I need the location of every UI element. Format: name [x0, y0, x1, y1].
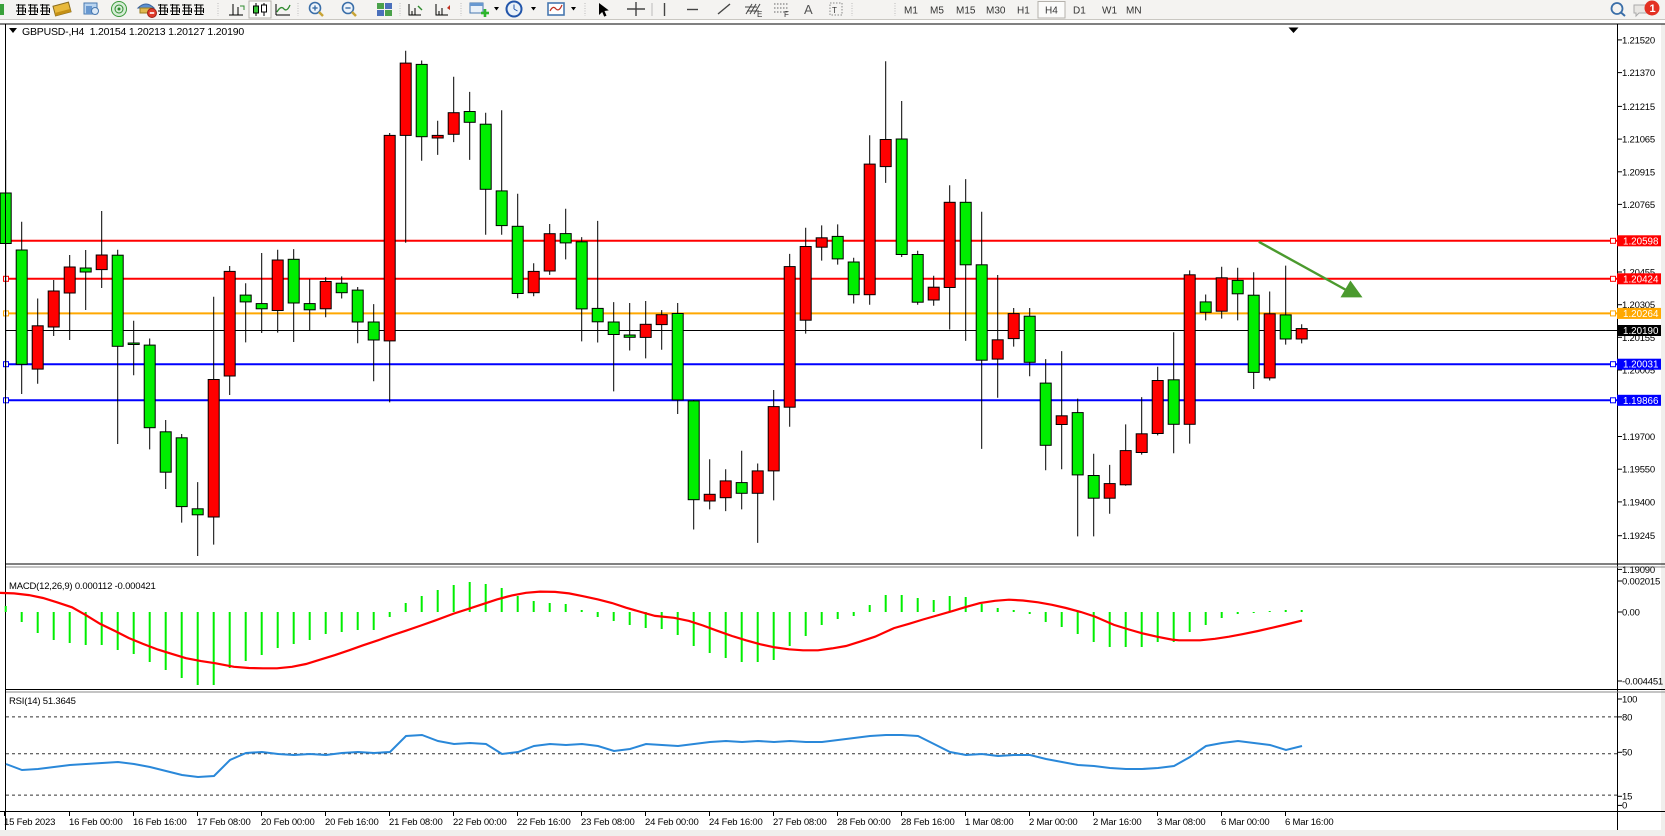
- svg-text:100: 100: [1622, 695, 1637, 706]
- svg-text:17 Feb 08:00: 17 Feb 08:00: [197, 817, 251, 828]
- svg-text:15: 15: [1622, 792, 1632, 803]
- svg-text:1.19700: 1.19700: [1622, 432, 1655, 443]
- svg-text:0.002015: 0.002015: [1622, 577, 1660, 588]
- svg-text:16 Feb 16:00: 16 Feb 16:00: [133, 817, 187, 828]
- svg-text:1.20155: 1.20155: [1622, 333, 1655, 344]
- svg-text:1.20424: 1.20424: [1623, 274, 1659, 285]
- svg-text:0: 0: [1622, 801, 1627, 812]
- svg-text:1.19090: 1.19090: [1622, 565, 1655, 576]
- svg-text:MACD(12,26,9) 0.000112 -0.0004: MACD(12,26,9) 0.000112 -0.000421: [9, 581, 156, 592]
- svg-text:1.20190: 1.20190: [1623, 326, 1659, 337]
- svg-text:A: A: [804, 2, 813, 17]
- svg-text:0.00: 0.00: [1622, 608, 1640, 619]
- svg-text:RSI(14) 51.3645: RSI(14) 51.3645: [9, 696, 76, 707]
- svg-text:23 Feb 08:00: 23 Feb 08:00: [581, 817, 635, 828]
- svg-text:80: 80: [1622, 713, 1632, 724]
- svg-text:GBPUSD-,H4 1.20154 1.20213 1.: GBPUSD-,H4 1.20154 1.20213 1.20127 1.201…: [22, 26, 244, 38]
- svg-text:1.20005: 1.20005: [1622, 366, 1655, 377]
- svg-text:27 Feb 08:00: 27 Feb 08:00: [773, 817, 827, 828]
- svg-text:1.20765: 1.20765: [1622, 200, 1655, 211]
- svg-text:28 Feb 16:00: 28 Feb 16:00: [901, 817, 955, 828]
- svg-text:1.19550: 1.19550: [1622, 465, 1655, 476]
- svg-text:20 Feb 00:00: 20 Feb 00:00: [261, 817, 315, 828]
- svg-text:3 Mar 08:00: 3 Mar 08:00: [1157, 817, 1206, 828]
- svg-text:20 Feb 16:00: 20 Feb 16:00: [325, 817, 379, 828]
- svg-text:1.20598: 1.20598: [1623, 236, 1659, 247]
- svg-text:M15: M15: [956, 6, 976, 17]
- svg-text:1.20915: 1.20915: [1622, 167, 1655, 178]
- svg-text:1.21065: 1.21065: [1622, 135, 1655, 146]
- svg-text:F: F: [784, 10, 789, 19]
- svg-text:16 Feb 00:00: 16 Feb 00:00: [69, 817, 123, 828]
- svg-text:24 Feb 00:00: 24 Feb 00:00: [645, 817, 699, 828]
- svg-text:H4: H4: [1045, 6, 1058, 17]
- svg-text:M30: M30: [986, 6, 1006, 17]
- svg-text:MN: MN: [1126, 6, 1142, 17]
- svg-text:-0.004451: -0.004451: [1622, 677, 1663, 688]
- svg-text:6 Mar 00:00: 6 Mar 00:00: [1221, 817, 1270, 828]
- svg-text:6 Mar 16:00: 6 Mar 16:00: [1285, 817, 1334, 828]
- svg-text:M1: M1: [904, 6, 918, 17]
- svg-text:1.19400: 1.19400: [1622, 497, 1655, 508]
- svg-text:E: E: [757, 10, 762, 19]
- svg-text:50: 50: [1622, 748, 1632, 759]
- svg-text:1.21520: 1.21520: [1622, 35, 1655, 46]
- svg-text:M5: M5: [930, 6, 944, 17]
- svg-text:22 Feb 16:00: 22 Feb 16:00: [517, 817, 571, 828]
- svg-text:24 Feb 16:00: 24 Feb 16:00: [709, 817, 763, 828]
- svg-text:22 Feb 00:00: 22 Feb 00:00: [453, 817, 507, 828]
- svg-text:1 Mar 08:00: 1 Mar 08:00: [965, 817, 1014, 828]
- svg-text:21 Feb 08:00: 21 Feb 08:00: [389, 817, 443, 828]
- svg-text:1.19866: 1.19866: [1623, 396, 1659, 407]
- svg-text:1.20031: 1.20031: [1623, 360, 1658, 371]
- svg-text:W1: W1: [1102, 6, 1117, 17]
- svg-text:1.20455: 1.20455: [1622, 268, 1655, 279]
- svg-text:15 Feb 2023: 15 Feb 2023: [4, 817, 55, 828]
- svg-text:2 Mar 00:00: 2 Mar 00:00: [1029, 817, 1078, 828]
- svg-text:1.19245: 1.19245: [1622, 531, 1655, 542]
- svg-text:D1: D1: [1073, 6, 1086, 17]
- svg-text:1: 1: [1650, 3, 1656, 15]
- svg-text:H1: H1: [1017, 6, 1030, 17]
- svg-text:28 Feb 00:00: 28 Feb 00:00: [837, 817, 891, 828]
- svg-text:1.21215: 1.21215: [1622, 102, 1655, 113]
- svg-text:1.20305: 1.20305: [1622, 300, 1655, 311]
- svg-text:2 Mar 16:00: 2 Mar 16:00: [1093, 817, 1142, 828]
- svg-text:1.21370: 1.21370: [1622, 68, 1655, 79]
- svg-text:T: T: [832, 6, 837, 15]
- svg-text:1.20264: 1.20264: [1623, 309, 1659, 320]
